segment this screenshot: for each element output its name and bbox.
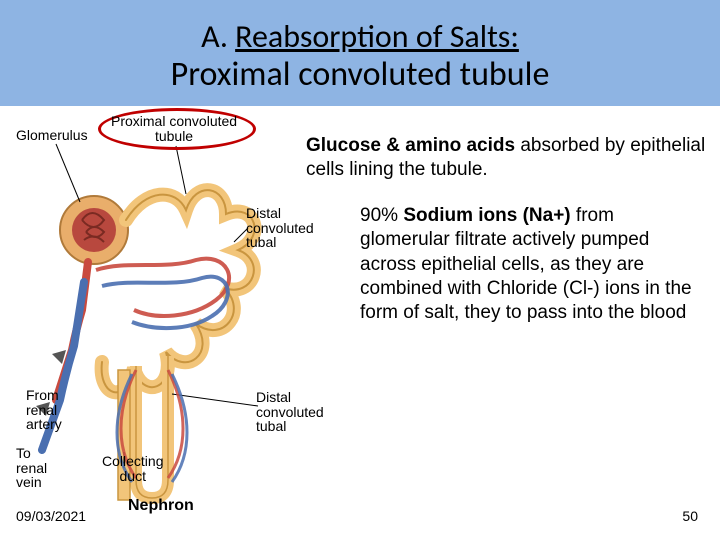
label-distal-bottom: Distal convoluted tubal bbox=[256, 390, 324, 434]
label-proximal-l1: Proximal convoluted bbox=[111, 113, 237, 129]
label-renal-artery: From renal artery bbox=[26, 388, 62, 432]
label-distal-bot-l1: Distal bbox=[256, 389, 291, 405]
label-artery-l2: renal bbox=[26, 402, 57, 418]
p1-bold: Glucose & amino acids bbox=[306, 135, 515, 156]
label-renal-vein: To renal vein bbox=[16, 446, 47, 490]
title-prefix: A. bbox=[201, 17, 235, 56]
footer-date: 09/03/2021 bbox=[16, 508, 86, 524]
nephron-svg bbox=[16, 110, 346, 510]
label-distal-bot-l2: convoluted bbox=[256, 404, 324, 420]
label-vein-l2: renal bbox=[16, 460, 47, 476]
label-coll-l2: duct bbox=[120, 468, 146, 484]
label-proximal-l2: tubule bbox=[155, 128, 193, 144]
label-distal-top-l1: Distal bbox=[246, 205, 281, 221]
label-artery-l3: artery bbox=[26, 416, 62, 432]
paragraph-glucose: Glucose & amino acids absorbed by epithe… bbox=[306, 134, 706, 182]
title-subtitle: Proximal convoluted tubule bbox=[171, 54, 550, 95]
label-artery-l1: From bbox=[26, 387, 59, 403]
nephron-diagram: Glomerulus Proximal convoluted tubule Di… bbox=[16, 110, 346, 510]
title-main: Reabsorption of Salts: bbox=[235, 17, 519, 56]
label-distal-top: Distal convoluted tubal bbox=[246, 206, 314, 250]
label-vein-l3: vein bbox=[16, 474, 42, 490]
label-coll-l1: Collecting bbox=[102, 453, 163, 469]
label-glomerulus: Glomerulus bbox=[16, 128, 88, 143]
label-distal-top-l3: tubal bbox=[246, 234, 276, 250]
label-distal-bot-l3: tubal bbox=[256, 418, 286, 434]
label-nephron: Nephron bbox=[128, 498, 194, 515]
label-collecting-duct: Collecting duct bbox=[102, 454, 163, 483]
label-proximal: Proximal convoluted tubule bbox=[111, 114, 237, 143]
title-bar: A. Reabsorption of Salts: Proximal convo… bbox=[0, 0, 720, 106]
p2-lead: 90% bbox=[360, 205, 403, 226]
footer-page-number: 50 bbox=[682, 508, 698, 524]
title-line1: A. Reabsorption of Salts: bbox=[201, 17, 519, 56]
p2-bold: Sodium ions (Na+) bbox=[403, 205, 570, 226]
label-vein-l1: To bbox=[16, 445, 31, 461]
label-distal-top-l2: convoluted bbox=[246, 220, 314, 236]
paragraph-sodium: 90% Sodium ions (Na+) from glomerular fi… bbox=[360, 204, 696, 326]
